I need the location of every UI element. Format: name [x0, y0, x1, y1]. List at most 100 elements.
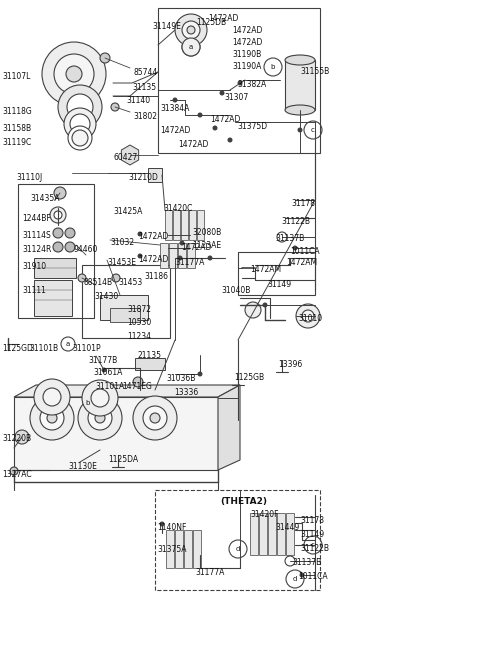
Text: 31010: 31010	[298, 314, 322, 323]
Text: 31210D: 31210D	[128, 173, 158, 182]
Bar	[197, 210, 204, 240]
Bar	[173, 210, 180, 240]
Text: 31140: 31140	[126, 96, 150, 105]
Text: 31119C: 31119C	[2, 138, 31, 147]
Text: 21135: 21135	[138, 351, 162, 360]
Text: 31186: 31186	[144, 272, 168, 281]
Bar	[238, 252, 315, 295]
Text: 1011CA: 1011CA	[298, 572, 328, 581]
Polygon shape	[218, 385, 240, 470]
Circle shape	[285, 556, 295, 566]
Text: 1472AM: 1472AM	[250, 265, 281, 274]
Circle shape	[137, 231, 143, 236]
Text: 31453E: 31453E	[107, 258, 136, 267]
Text: 31430: 31430	[94, 292, 118, 301]
Bar	[193, 530, 201, 568]
Text: c: c	[311, 542, 315, 548]
Text: d: d	[293, 576, 297, 582]
Circle shape	[296, 304, 320, 328]
Text: 31137B: 31137B	[292, 558, 321, 567]
Circle shape	[182, 38, 200, 56]
Bar	[189, 210, 196, 240]
Text: 1011CA: 1011CA	[290, 247, 320, 256]
Circle shape	[53, 242, 63, 252]
Text: 1125GD: 1125GD	[2, 344, 33, 353]
Text: 31435A: 31435A	[30, 194, 60, 203]
Circle shape	[133, 377, 143, 387]
Circle shape	[238, 81, 242, 86]
Text: 31375D: 31375D	[237, 122, 267, 131]
Circle shape	[100, 53, 110, 63]
Polygon shape	[14, 385, 240, 397]
Text: 1472AD: 1472AD	[232, 38, 263, 47]
Text: 1472AM: 1472AM	[286, 258, 317, 267]
Circle shape	[78, 396, 122, 440]
Text: 13336: 13336	[174, 388, 198, 397]
Bar	[34, 280, 72, 316]
Text: 31384A: 31384A	[160, 104, 190, 113]
Text: 31040B: 31040B	[221, 286, 251, 295]
Circle shape	[54, 211, 62, 219]
Text: 31137B: 31137B	[275, 234, 304, 243]
Text: 60427: 60427	[114, 153, 138, 162]
Circle shape	[172, 98, 178, 102]
Circle shape	[180, 240, 184, 246]
Text: 1125GB: 1125GB	[234, 373, 264, 382]
Text: 31375A: 31375A	[157, 545, 187, 554]
Text: 31101A: 31101A	[95, 382, 124, 391]
Text: 31101B: 31101B	[29, 344, 58, 353]
Text: 1472AD: 1472AD	[210, 115, 240, 124]
Text: a: a	[189, 44, 193, 50]
Text: 31425A: 31425A	[113, 207, 143, 216]
Bar	[148, 168, 162, 182]
Text: 1125DB: 1125DB	[196, 18, 226, 27]
Text: 32080B: 32080B	[192, 228, 221, 237]
Text: 1472AD: 1472AD	[232, 26, 263, 35]
Circle shape	[137, 253, 143, 259]
Text: 31307: 31307	[224, 93, 248, 102]
Circle shape	[133, 396, 177, 440]
Text: 31111: 31111	[22, 286, 46, 295]
Circle shape	[66, 66, 82, 82]
Text: 31177A: 31177A	[195, 568, 224, 577]
Bar	[166, 530, 174, 568]
Circle shape	[159, 521, 165, 527]
Circle shape	[178, 255, 182, 261]
Circle shape	[78, 274, 86, 282]
Text: 31149: 31149	[267, 280, 291, 289]
Circle shape	[229, 540, 247, 558]
Circle shape	[245, 302, 261, 318]
Text: 31122B: 31122B	[300, 544, 329, 553]
Text: 1472AD: 1472AD	[208, 14, 239, 23]
Circle shape	[298, 128, 302, 132]
Circle shape	[219, 90, 225, 96]
Text: 10530: 10530	[127, 318, 151, 327]
Bar	[184, 530, 192, 568]
Bar	[277, 513, 285, 555]
Text: 11234: 11234	[127, 332, 151, 341]
Text: 31177A: 31177A	[175, 258, 204, 267]
Text: 31122B: 31122B	[281, 217, 310, 226]
Text: 31420C: 31420C	[163, 204, 192, 213]
Text: 31135: 31135	[132, 83, 156, 92]
Circle shape	[15, 430, 29, 444]
Ellipse shape	[285, 105, 315, 115]
Circle shape	[292, 246, 298, 250]
Circle shape	[42, 42, 106, 106]
Bar	[181, 210, 188, 240]
Circle shape	[143, 406, 167, 430]
Text: 31036B: 31036B	[166, 374, 195, 383]
Text: 94460: 94460	[74, 245, 98, 254]
Text: 31101P: 31101P	[72, 344, 101, 353]
Text: 31453: 31453	[118, 278, 142, 287]
Text: c: c	[311, 127, 315, 133]
Circle shape	[47, 413, 57, 423]
Circle shape	[54, 54, 94, 94]
Circle shape	[65, 242, 75, 252]
Text: 31190A: 31190A	[232, 62, 262, 71]
Circle shape	[304, 536, 322, 554]
Text: d: d	[236, 546, 240, 552]
Text: 31110J: 31110J	[16, 173, 42, 182]
Circle shape	[61, 337, 75, 351]
Bar	[18, 184, 94, 318]
